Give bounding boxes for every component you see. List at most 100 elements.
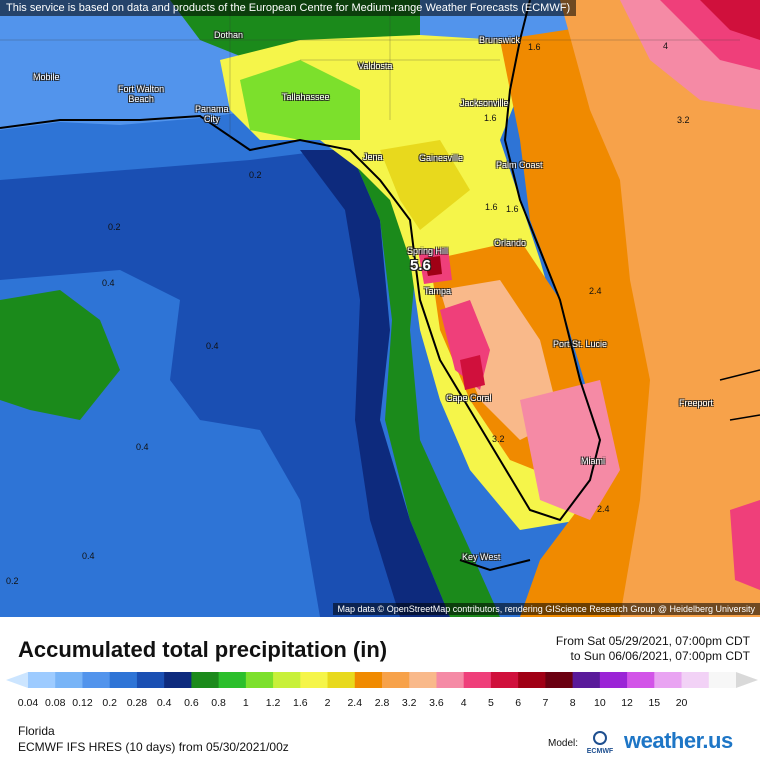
forecast-period: From Sat 05/29/2021, 07:00pm CDT to Sun … (556, 634, 750, 664)
scale-swatch (708, 672, 737, 688)
scale-tick-label: 7 (542, 697, 549, 709)
city-label-mobile: Mobile (33, 72, 60, 82)
city-label-orlando: Orlando (494, 238, 527, 248)
scale-tick-label: 0.6 (184, 697, 199, 709)
scale-swatch (463, 672, 492, 688)
map-value: 4 (663, 41, 669, 51)
scale-tick-label: 4 (460, 697, 467, 709)
map-value: 1.6 (506, 204, 519, 214)
scale-tick-label: 2 (324, 697, 331, 709)
scale-swatch (409, 672, 437, 688)
scale-tick-label: 2.8 (374, 697, 390, 709)
scale-tick-label: 6 (515, 697, 522, 709)
map-value: 1.6 (528, 42, 541, 52)
map-value: 2.4 (597, 504, 610, 514)
city-label-tallahassee: Tallahassee (282, 92, 330, 102)
scale-arrow-right (736, 672, 758, 688)
scale-tick-label: 0.2 (102, 697, 117, 709)
map-value: 2.4 (589, 286, 602, 296)
scale-swatch (191, 672, 220, 688)
scale-swatch (28, 672, 56, 688)
period-to: to Sun 06/06/2021, 07:00pm CDT (570, 649, 750, 663)
scale-tick-label: 0.4 (156, 697, 172, 709)
scale-swatch (599, 672, 628, 688)
city-label-fort-walton-beach: Fort Walton Beach (118, 84, 165, 104)
city-label-jacksonville: Jacksonville (460, 98, 509, 108)
scale-tick-label: 0.08 (45, 697, 66, 709)
scale-swatch (300, 672, 329, 688)
map-value: 3.2 (677, 115, 690, 125)
map-value: 0.2 (6, 576, 19, 586)
map-value-max: 5.6 (410, 257, 431, 274)
map-value: 0.2 (249, 170, 262, 180)
scale-tick-label: 1.6 (292, 697, 308, 709)
city-label-port-st-lucie: Port St. Lucie (553, 339, 608, 349)
precipitation-map[interactable]: This service is based on data and produc… (0, 0, 760, 617)
scale-tick-label: 20 (675, 697, 688, 709)
city-label-cape-coral: Cape Coral (446, 393, 492, 403)
model-run-info: ECMWF IFS HRES (10 days) from 05/30/2021… (18, 740, 289, 754)
city-label-freeport: Freeport (679, 398, 714, 408)
model-label: Model: (548, 738, 579, 749)
color-scale-bar (6, 672, 758, 688)
city-label-panama-city: Panama City (195, 104, 229, 124)
scale-swatch (109, 672, 138, 688)
map-value: 0.4 (206, 341, 219, 351)
map-value: 1.6 (485, 202, 498, 212)
scale-tick-label: 12 (621, 697, 633, 709)
scale-tick-label: 3.6 (429, 697, 444, 709)
scale-swatch (545, 672, 574, 688)
city-label-brunswick: Brunswick (479, 35, 521, 45)
ecmwf-label: ECMWF (587, 748, 614, 755)
period-from: From Sat 05/29/2021, 07:00pm CDT (555, 634, 750, 648)
legend-title: Accumulated total precipitation (in) (18, 637, 388, 662)
scale-tick-label: 10 (594, 697, 606, 709)
scale-swatch (681, 672, 710, 688)
city-label-valdosta: Valdosta (358, 61, 393, 71)
scale-swatch (518, 672, 546, 688)
scale-tick-label: 1 (242, 697, 249, 709)
map-value: 1.6 (484, 113, 497, 123)
region-name: Florida (18, 724, 55, 738)
city-label-tampa: Tampa (424, 286, 452, 296)
scale-swatch (245, 672, 274, 688)
scale-swatch (327, 672, 356, 688)
scale-tick-label: 0.28 (126, 697, 148, 709)
scale-swatch (354, 672, 383, 688)
scale-swatch (136, 672, 165, 688)
scale-tick-label: 0.12 (72, 697, 93, 709)
weather-us-logo[interactable]: weather.us (624, 728, 733, 753)
scale-swatch (572, 672, 601, 688)
scale-tick-label: 8 (569, 697, 576, 709)
map-value: 0.2 (108, 222, 121, 232)
scale-tick-label: 5 (488, 697, 494, 709)
scale-swatch (627, 672, 655, 688)
attribution-top: This service is based on data and produc… (0, 0, 577, 16)
map-layer (0, 0, 760, 617)
city-label-spring-hill: Spring Hill (407, 246, 449, 256)
city-label-dothan: Dothan (214, 30, 244, 40)
legend-panel (0, 617, 760, 760)
scale-swatch (218, 672, 247, 688)
scale-swatch (654, 672, 683, 688)
scale-swatch (490, 672, 519, 688)
scale-swatch (55, 672, 83, 688)
city-label-palm-coast: Palm Coast (496, 160, 543, 170)
map-value: 3.2 (492, 434, 505, 444)
scale-swatch (164, 672, 192, 688)
scale-swatch (382, 672, 410, 688)
attribution-bottom: Map data © OpenStreetMap contributors, r… (332, 603, 760, 615)
map-value: 0.4 (136, 442, 149, 452)
map-value: 0.4 (102, 278, 115, 288)
scale-tick-label: 3.2 (401, 697, 417, 709)
city-label-jena: Jena (363, 152, 383, 162)
scale-swatch (82, 672, 111, 688)
ecmwf-logo: ECMWF (583, 730, 617, 756)
scale-swatch (436, 672, 465, 688)
scale-tick-label: 2.4 (347, 697, 363, 709)
city-label-key-west: Key West (462, 552, 501, 562)
city-label-miami: Miami (581, 456, 605, 466)
scale-swatch (273, 672, 301, 688)
scale-tick-label: 0.04 (17, 697, 39, 709)
scale-arrow-left (6, 672, 28, 688)
